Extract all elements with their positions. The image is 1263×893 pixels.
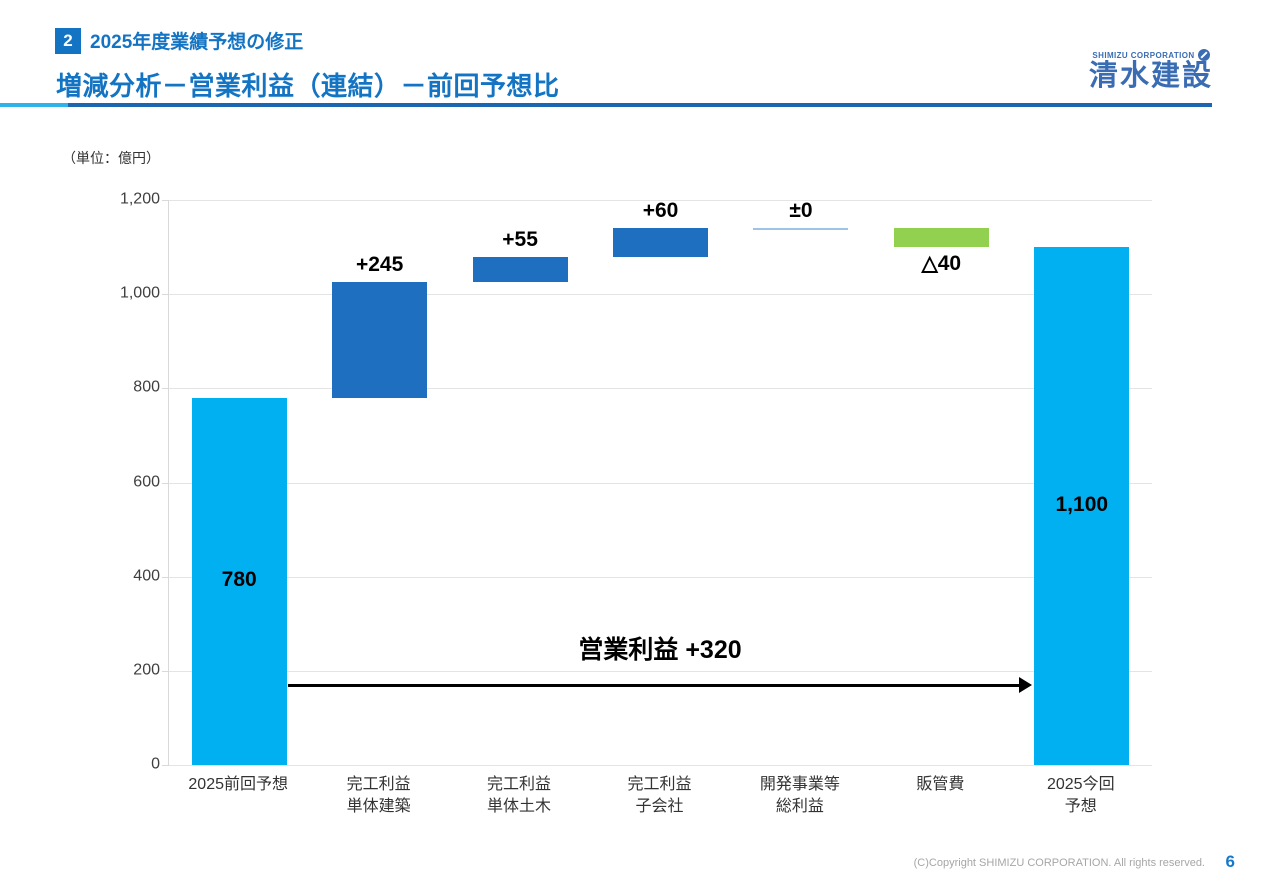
gridline (169, 200, 1152, 201)
y-axis-tick (162, 765, 169, 766)
annotation-arrow-head (1019, 676, 1033, 693)
logo-main-text: 清水建設 (1088, 60, 1213, 92)
bar-value-label: ±0 (789, 199, 813, 223)
gridline (169, 294, 1152, 296)
x-tick-label: 2025前回予想 (188, 776, 289, 793)
logo-small-text: SHIMIZU CORPORATION (1092, 50, 1195, 60)
y-tick-label: 800 (133, 378, 160, 396)
gridline (169, 765, 1152, 766)
waterfall-bar-5 (893, 228, 989, 248)
gridline (169, 388, 1152, 390)
copyright-text: (C)Copyright SHIMIZU CORPORATION. All ri… (913, 857, 1205, 869)
y-tick-label: 0 (151, 755, 160, 773)
page-title: 増減分析－営業利益（連結）－前回予想比 (56, 71, 560, 101)
y-tick-label: 600 (133, 473, 160, 491)
section-number-badge: 2 (55, 27, 81, 54)
x-tick-label: 完工利益 子会社 (627, 776, 692, 815)
company-logo: SHIMIZU CORPORATION 清水建設 (1089, 49, 1213, 93)
waterfall-bar-0 (191, 397, 287, 765)
bar-value-label: +245 (355, 253, 404, 277)
bar-value-label: △40 (921, 252, 962, 276)
y-axis-tick (162, 200, 169, 201)
x-axis: 2025前回予想 完工利益 単体建築 完工利益 単体土木 完工利益 子会社 開発事業等 … (168, 774, 1151, 824)
logo-mark-icon (1197, 49, 1210, 61)
waterfall-bar-3 (613, 228, 708, 257)
y-tick-label: 1,000 (119, 284, 160, 302)
y-axis-tick (162, 482, 169, 484)
y-tick-label: 200 (133, 661, 160, 679)
x-tick-label: 完工利益 単体土木 (487, 776, 552, 815)
y-tick-label: 1,200 (119, 190, 160, 208)
waterfall-bar-2 (472, 256, 568, 283)
waterfall-bar-6 (1034, 247, 1130, 765)
gridline (169, 576, 1152, 578)
waterfall-plot-area: 780 +245 +55 +60 ±0 △40 1,100 営業利益 +320 (162, 199, 1152, 766)
waterfall-bar-1 (332, 282, 428, 398)
bar-value-label: 1,100 (1055, 493, 1109, 517)
y-tick-label: 400 (133, 567, 160, 585)
gridline (169, 670, 1152, 672)
y-axis-tick (162, 388, 169, 390)
x-tick-label: 開発事業等 総利益 (759, 776, 840, 815)
annotation-arrow-line (287, 683, 1022, 687)
y-axis-tick (162, 576, 169, 578)
bar-value-label: +60 (642, 199, 679, 223)
y-axis-tick (162, 670, 169, 672)
unit-label: （単位：億円） (62, 150, 160, 166)
section-title: 2025年度業績予想の修正 (90, 32, 304, 53)
logo-top-row: SHIMIZU CORPORATION (1089, 49, 1213, 61)
page-number: 6 (1225, 852, 1235, 871)
title-underline (0, 103, 1212, 107)
annotation-label: 営業利益 +320 (578, 635, 742, 664)
y-axis: 0 200 400 600 800 1,000 1,200 (0, 191, 160, 773)
waterfall-bar-4 (753, 228, 849, 231)
section-header: 2 2025年度業績予想の修正 (55, 27, 303, 54)
gridline (169, 482, 1152, 484)
bar-value-label: +55 (502, 227, 538, 251)
x-tick-label: 完工利益 単体建築 (346, 776, 411, 815)
x-tick-label: 2025今回予想 (1046, 776, 1115, 815)
y-axis-tick (162, 294, 169, 296)
bar-value-label: 780 (221, 568, 257, 592)
x-tick-label: 販管費 (916, 776, 965, 793)
